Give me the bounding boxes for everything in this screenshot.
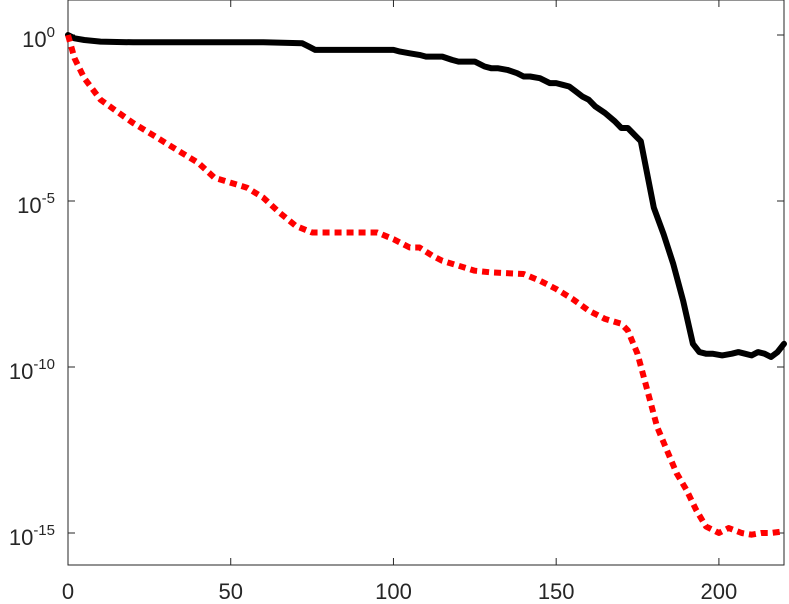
y-tick-base: 10 [22, 27, 46, 52]
y-tick-label: 10-5 [17, 190, 55, 218]
x-tick-label: 200 [701, 579, 738, 604]
y-tick-exponent: -10 [33, 356, 55, 373]
y-tick-exponent: -15 [33, 522, 55, 539]
y-tick-label: 100 [22, 24, 55, 52]
series-layer [65, 32, 787, 538]
series-line-1 [65, 32, 787, 360]
y-tick-exponent: -5 [42, 190, 55, 207]
y-tick-label: 10-10 [9, 356, 55, 384]
y-tick-label: 10-15 [9, 522, 55, 550]
x-tick-label: 100 [375, 579, 412, 604]
y-tick-exponent: 0 [47, 24, 55, 41]
x-tick-label: 0 [62, 579, 74, 604]
plot-background [67, 0, 785, 566]
x-tick-label: 50 [218, 579, 242, 604]
x-axis: 0 50 100 150 200 [62, 0, 737, 604]
x-tick-label: 150 [538, 579, 575, 604]
y-tick-base: 10 [17, 193, 41, 218]
y-tick-base: 10 [9, 525, 33, 550]
y-tick-base: 10 [9, 359, 33, 384]
